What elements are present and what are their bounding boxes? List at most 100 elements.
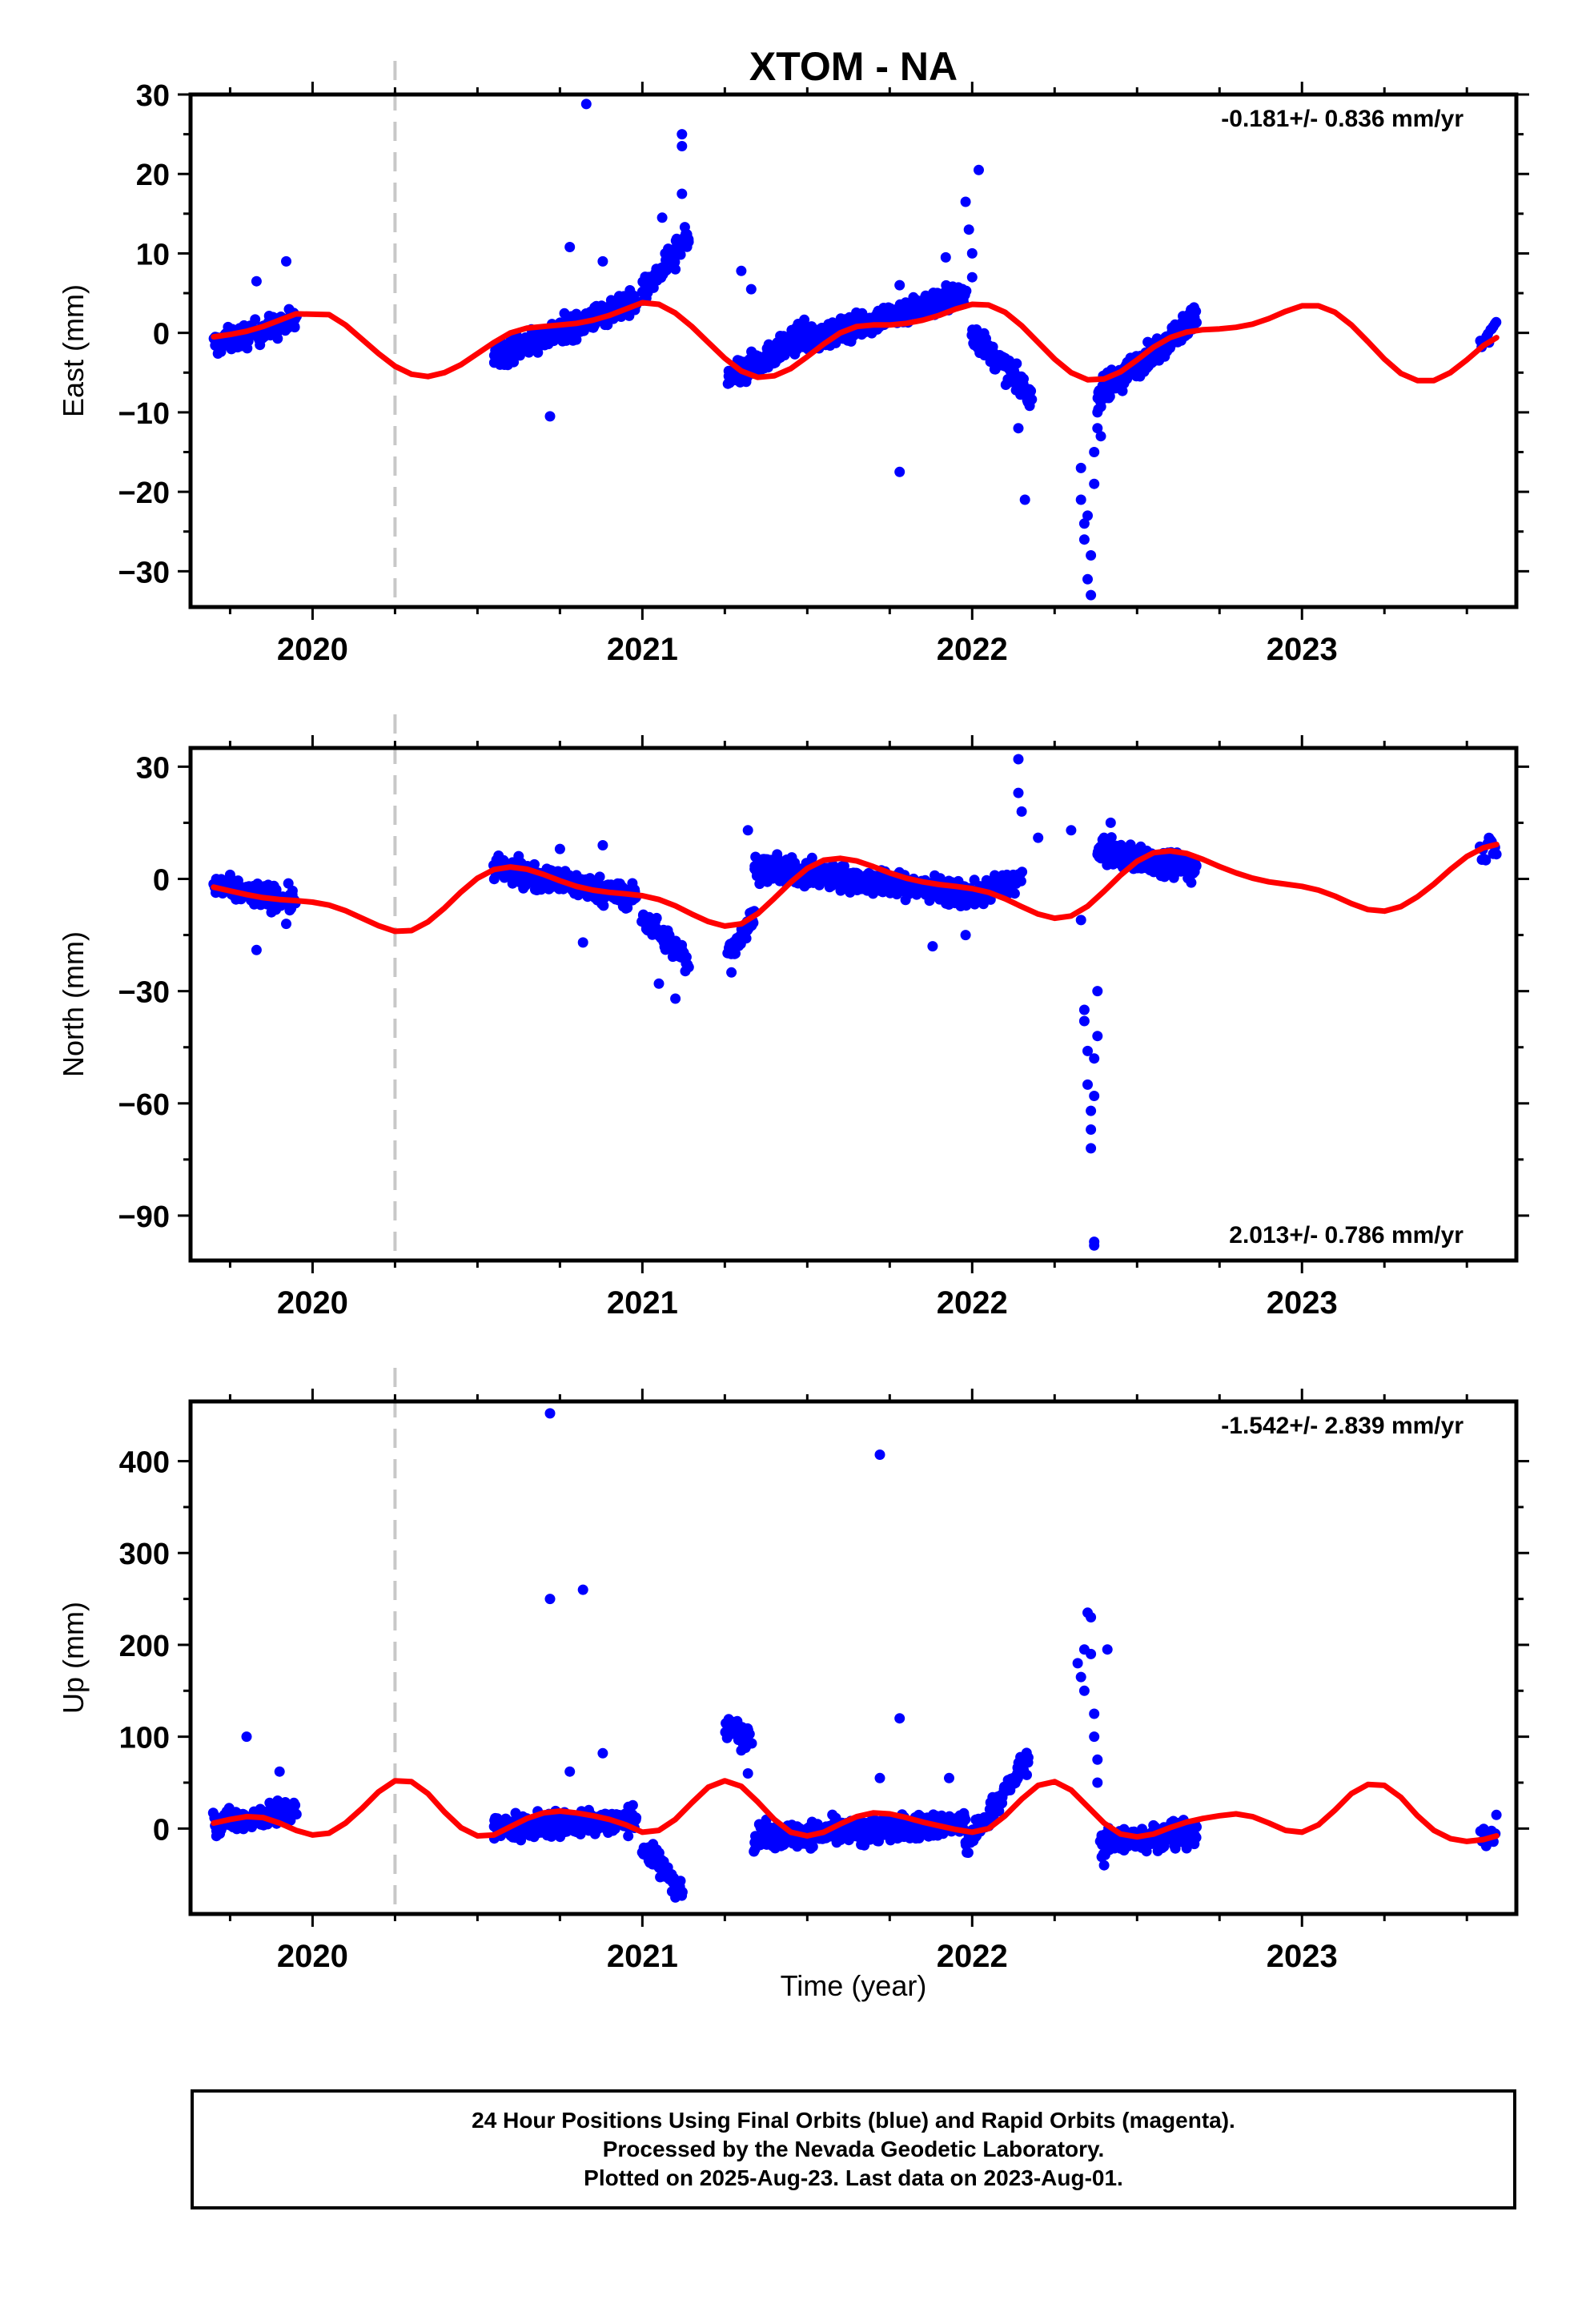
data-point bbox=[962, 1848, 974, 1858]
data-point bbox=[281, 255, 291, 267]
data-point bbox=[1089, 1240, 1100, 1251]
data-point bbox=[291, 1809, 302, 1819]
data-point bbox=[597, 1747, 608, 1759]
data-point bbox=[806, 852, 817, 863]
x-tick-label: 2020 bbox=[277, 1939, 348, 1974]
y-tick-label: 100 bbox=[119, 1722, 170, 1755]
data-point bbox=[1072, 1658, 1083, 1669]
data-point bbox=[874, 1772, 885, 1783]
plot-frame bbox=[188, 1399, 1519, 1916]
data-point bbox=[1016, 806, 1027, 817]
panel-1: −30 −20 −10 0 10 20 30 2020 2021 2022 2023 East (mm… bbox=[57, 61, 1529, 667]
y-tick-label: 30 bbox=[136, 751, 170, 785]
data-point bbox=[597, 840, 608, 850]
data-point bbox=[529, 858, 540, 870]
data-point bbox=[1078, 1685, 1090, 1696]
data-point bbox=[1191, 317, 1202, 328]
data-point bbox=[1078, 534, 1090, 545]
data-point bbox=[1066, 825, 1077, 836]
data-point bbox=[1022, 1752, 1034, 1763]
data-point bbox=[1013, 754, 1024, 765]
rate-label: -1.542+/- 2.839 mm/yr bbox=[1221, 1413, 1464, 1439]
data-point bbox=[281, 919, 291, 930]
data-point bbox=[1078, 1004, 1090, 1015]
x-tick-label: 2022 bbox=[937, 1939, 1008, 1974]
data-point bbox=[966, 271, 978, 283]
data-point bbox=[1092, 1777, 1103, 1788]
y-tick-label: 0 bbox=[153, 318, 170, 352]
rate-label: -0.181+/- 0.836 mm/yr bbox=[1221, 106, 1464, 132]
data-point bbox=[677, 129, 688, 140]
footer-note-box: 24 Hour Positions Using Final Orbits (bl… bbox=[191, 2089, 1516, 2209]
data-point bbox=[1106, 832, 1117, 843]
data-point bbox=[746, 1738, 757, 1749]
y-axis-label: North (mm) bbox=[57, 931, 90, 1077]
y-tick-label: −10 bbox=[118, 397, 170, 431]
data-point bbox=[1098, 391, 1110, 402]
data-point bbox=[571, 334, 582, 345]
x-axis-label: Time (year) bbox=[781, 1969, 927, 2002]
data-point bbox=[532, 347, 544, 358]
y-tick-label: 200 bbox=[119, 1630, 170, 1663]
panel-3: 0 100 200 300 400 2020 2021 2022 2023 Up (mm) -1.5… bbox=[57, 1368, 1529, 1974]
data-point bbox=[250, 314, 261, 325]
data-point bbox=[1086, 550, 1097, 561]
data-point bbox=[1491, 1809, 1502, 1820]
data-point bbox=[1105, 817, 1116, 828]
data-point bbox=[1075, 462, 1086, 473]
data-point bbox=[1078, 518, 1090, 529]
data-point bbox=[894, 466, 905, 477]
data-point bbox=[289, 322, 300, 333]
data-area bbox=[208, 99, 1502, 601]
data-point bbox=[598, 900, 609, 911]
data-point bbox=[1092, 423, 1103, 434]
data-point bbox=[799, 314, 810, 325]
y-tick-label: −30 bbox=[118, 556, 170, 589]
data-point bbox=[670, 263, 681, 275]
data-point bbox=[1026, 394, 1038, 405]
data-point bbox=[742, 1768, 753, 1779]
data-point bbox=[597, 255, 608, 267]
y-tick-label: 300 bbox=[119, 1538, 170, 1571]
data-point bbox=[736, 1745, 747, 1756]
data-point bbox=[677, 188, 688, 199]
data-point bbox=[1491, 849, 1502, 860]
data-point bbox=[966, 247, 978, 259]
x-tick-label: 2023 bbox=[1267, 632, 1338, 667]
data-point bbox=[1075, 1671, 1086, 1683]
data-point bbox=[274, 1766, 285, 1777]
data-point bbox=[677, 141, 688, 151]
data-point bbox=[1086, 1648, 1097, 1659]
data-point bbox=[251, 275, 262, 287]
data-point bbox=[1075, 494, 1086, 505]
data-point bbox=[838, 861, 849, 871]
data-area bbox=[208, 754, 1502, 1251]
data-point bbox=[1018, 373, 1029, 384]
data-point bbox=[580, 99, 592, 110]
data-point bbox=[656, 212, 668, 223]
data-point bbox=[744, 1728, 755, 1739]
data-point bbox=[1013, 787, 1024, 798]
data-point bbox=[653, 978, 665, 989]
data-point bbox=[741, 933, 752, 944]
data-point bbox=[1013, 423, 1024, 434]
data-point bbox=[1022, 1769, 1032, 1780]
data-point bbox=[577, 1584, 588, 1595]
data-point bbox=[1092, 1754, 1103, 1765]
footer-line-3: Plotted on 2025-Aug-23. Last data on 202… bbox=[584, 2165, 1123, 2190]
x-tick-label: 2023 bbox=[1267, 1285, 1338, 1321]
data-point bbox=[675, 1876, 686, 1887]
data-point bbox=[1075, 915, 1086, 926]
data-point bbox=[661, 264, 673, 275]
chart-title: XTOM - NA bbox=[749, 44, 958, 89]
x-tick-label: 2021 bbox=[607, 1285, 678, 1321]
data-point bbox=[874, 1449, 885, 1460]
data-point bbox=[675, 249, 686, 260]
data-point bbox=[1089, 1053, 1100, 1064]
fit-curve bbox=[211, 1778, 1500, 1844]
data-point bbox=[241, 1731, 252, 1743]
data-point bbox=[564, 242, 576, 252]
data-point bbox=[1191, 861, 1202, 871]
data-point bbox=[623, 1831, 634, 1842]
data-point bbox=[1092, 986, 1103, 997]
